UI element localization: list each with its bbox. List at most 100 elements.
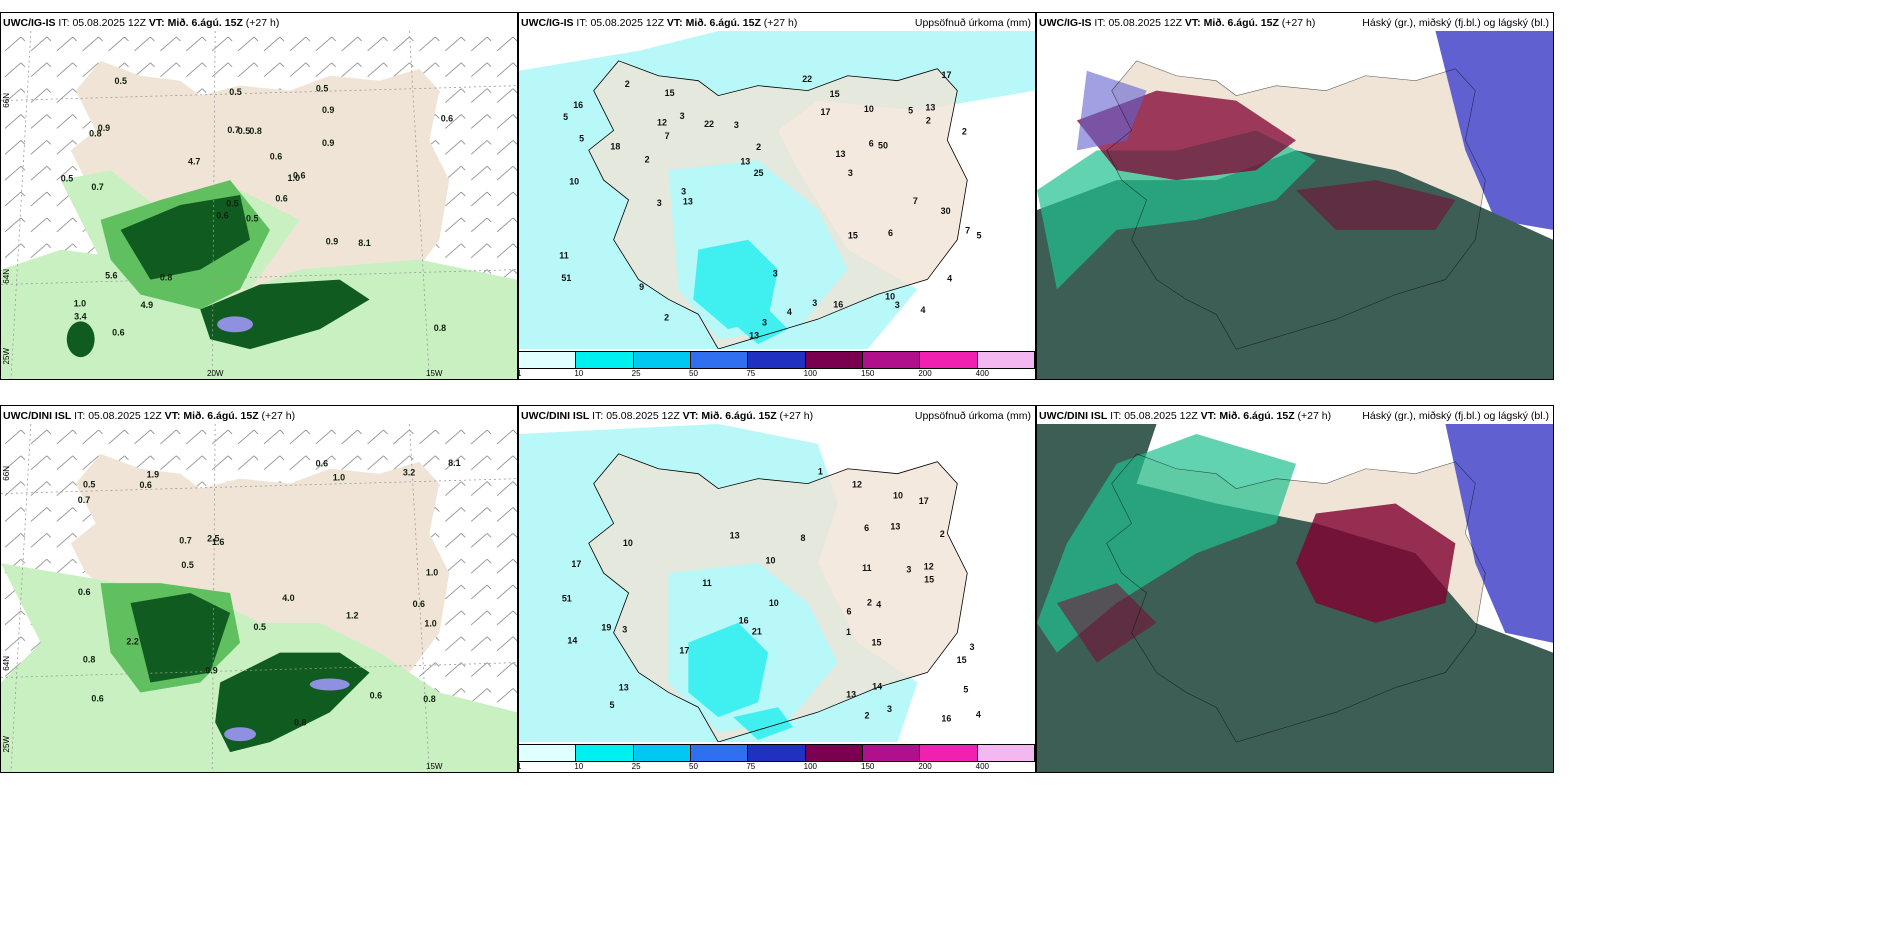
value-label: 4 (921, 305, 926, 315)
value-label: 17 (942, 70, 952, 80)
value-label: 0.5 (181, 560, 193, 570)
coastline (1106, 60, 1486, 350)
value-label: 0.7 (179, 536, 191, 546)
value-label: 12 (852, 479, 862, 489)
legend-swatch (748, 352, 806, 368)
value-label: 4.9 (141, 300, 153, 310)
legend-swatch (576, 352, 634, 368)
value-label: 0.6 (370, 690, 382, 700)
lat-label-64: 64N (2, 656, 11, 671)
value-label: 15 (830, 89, 840, 99)
cloud-panel-bottom: UWC/DINI ISL IT: 05.08.2025 12Z VT: Mið.… (1036, 405, 1554, 773)
value-label: 1.0 (426, 568, 438, 578)
value-label: 13 (925, 103, 935, 113)
value-label: 9 (639, 282, 644, 292)
value-label: 10 (623, 538, 633, 548)
value-label: 0.6 (78, 587, 90, 597)
value-label: 0.6 (112, 327, 124, 337)
legend-bar (519, 744, 1035, 762)
legend-swatch (977, 352, 1035, 368)
precip-mid-area (728, 309, 788, 345)
legend-swatch (633, 745, 691, 761)
value-label: 0.6 (139, 480, 151, 490)
value-label: 2.5 (207, 534, 219, 544)
lon-label-25w: 25W (2, 736, 11, 753)
value-label: 0.5 (83, 480, 95, 490)
value-label: 22 (704, 119, 714, 129)
value-label: 2 (962, 127, 967, 137)
lat-label-66: 66N (2, 93, 11, 108)
value-label: 0.8 (249, 126, 261, 136)
value-label: 3 (681, 187, 686, 197)
rain-max-area (309, 678, 350, 691)
legend-swatch (977, 745, 1035, 761)
value-label: 13 (846, 689, 856, 699)
value-label: 1.2 (346, 610, 358, 620)
rain-dark-area (200, 279, 370, 350)
value-label: 0.5 (254, 622, 266, 632)
value-label: 3.4 (74, 311, 86, 321)
value-label: 13 (890, 521, 900, 531)
precip-title: Uppsöfnuð úrkoma (mm) (914, 17, 1031, 29)
value-label: 1.6 (212, 537, 224, 547)
value-label: 0.6 (316, 458, 328, 468)
value-label: 0.6 (293, 171, 305, 181)
value-label: 4 (976, 710, 981, 720)
cloud-high-area (1295, 180, 1456, 230)
value-label: 3 (895, 300, 900, 310)
precip-panel-top: UWC/IG-IS IT: 05.08.2025 12Z VT: Mið. 6.… (518, 12, 1036, 380)
value-label: 51 (561, 273, 571, 283)
value-label: 13 (749, 330, 759, 340)
rain-dark-area (120, 195, 251, 280)
panel-title: UWC/IG-IS IT: 05.08.2025 12Z VT: Mið. 6.… (1039, 17, 1316, 29)
panel-title: UWC/DINI ISL IT: 05.08.2025 12Z VT: Mið.… (3, 410, 296, 422)
value-label: 22 (802, 74, 812, 84)
panel-title: UWC/DINI ISL IT: 05.08.2025 12Z VT: Mið.… (1039, 410, 1332, 422)
lon-label-25w: 25W (2, 348, 11, 365)
panel-title: UWC/IG-IS IT: 05.08.2025 12Z VT: Mið. 6.… (3, 17, 280, 29)
cloud-map (1037, 424, 1553, 772)
value-label: 0.9 (205, 666, 217, 676)
value-label: 15 (665, 88, 675, 98)
wind-rain-panel-top: UWC/IG-IS IT: 05.08.2025 12Z VT: Mið. 6.… (0, 12, 518, 380)
value-label: 5 (610, 700, 615, 710)
precip-title: Uppsöfnuð úrkoma (mm) (914, 410, 1031, 422)
value-label: 3.2 (403, 468, 415, 478)
value-label: 10 (766, 555, 776, 565)
legend-bar (519, 351, 1035, 369)
value-label: 0.8 (83, 655, 95, 665)
value-label: 0.6 (413, 599, 425, 609)
value-label: 10 (569, 176, 579, 186)
precip-mid-area (693, 239, 778, 330)
legend-tick-label: 1 (519, 369, 521, 378)
value-label: 10 (893, 491, 903, 501)
precip-legend: 1 10 25 50 75 100 150 200 400 (519, 742, 1035, 772)
value-label: 0.5 (61, 173, 73, 183)
value-label: 5 (563, 112, 568, 122)
value-label: 15 (957, 655, 967, 665)
value-label: 16 (739, 615, 749, 625)
legend-tick-label: 50 (689, 762, 698, 771)
value-label: 7 (913, 196, 918, 206)
value-label: 6 (847, 607, 852, 617)
legend-swatch (519, 352, 577, 368)
precip-map: 1 3 3 15 13 13 12 10 5 3 2 6 14 15 17 16 17 19 10 13 21 51 11 1… (519, 424, 1035, 742)
legend-swatch (633, 352, 691, 368)
value-label: 5 (908, 105, 913, 115)
value-label: 7 (665, 131, 670, 141)
value-label: 14 (872, 681, 882, 691)
value-label: 0.6 (216, 211, 228, 221)
value-label: 13 (683, 197, 693, 207)
value-label: 2 (625, 79, 630, 89)
value-label: 5 (977, 231, 982, 241)
value-label: 2 (926, 115, 931, 125)
rain-dark-area (66, 321, 95, 358)
precip-mid-area (733, 707, 793, 741)
legend-swatch (862, 352, 921, 368)
cloud-map (1037, 31, 1553, 379)
legend-tick-label: 150 (861, 762, 875, 771)
value-label: 1.9 (147, 470, 159, 480)
legend-tick-label: 50 (689, 369, 698, 378)
legend-swatch (576, 745, 634, 761)
